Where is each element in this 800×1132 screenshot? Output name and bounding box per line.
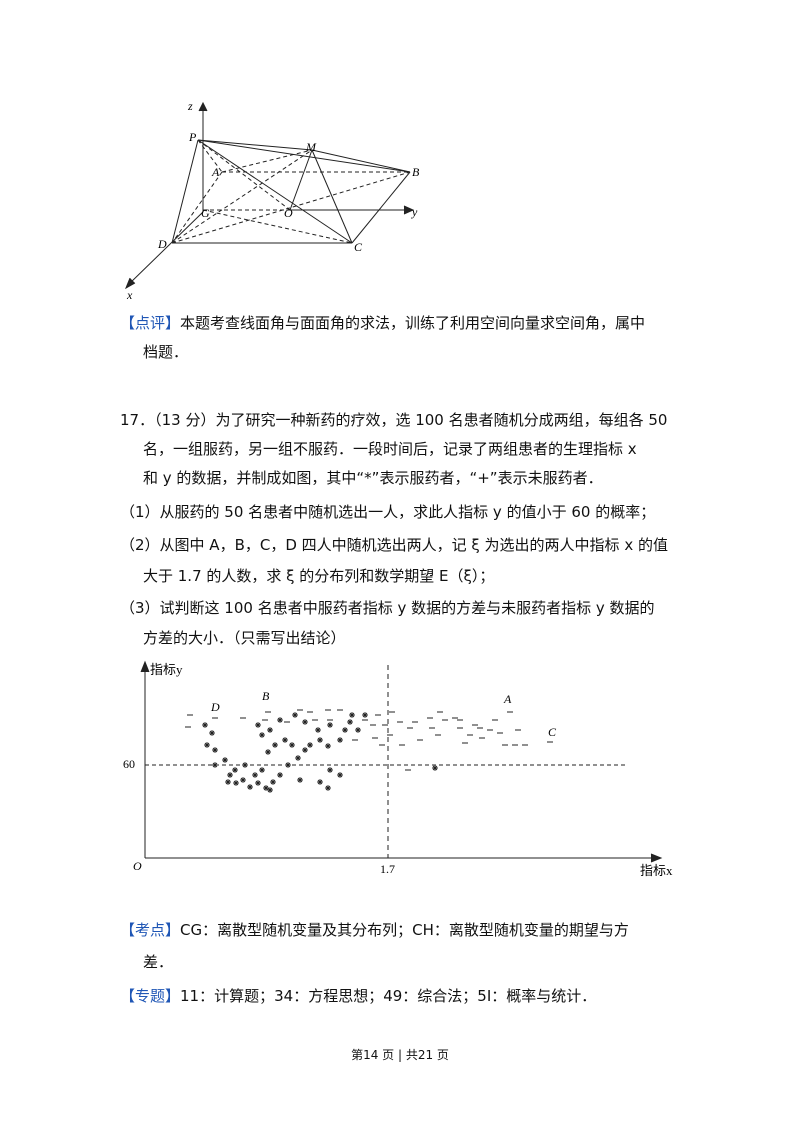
kaodian-line: 【考点】CG：离散型随机变量及其分布列；CH：离散型随机变量的期望与方 bbox=[120, 920, 629, 940]
tag: 【专题】 bbox=[120, 987, 181, 1005]
point-label: A bbox=[503, 692, 512, 706]
problem-line: 和 y 的数据，并制成如图，其中“*”表示服药者，“+”表示未服药者． bbox=[143, 469, 603, 487]
point-label: O bbox=[284, 206, 293, 220]
axis-label: 指标x bbox=[640, 863, 673, 878]
tick-label: 60 bbox=[123, 757, 135, 771]
axis-label: z bbox=[187, 99, 193, 113]
tick-label: 1.7 bbox=[380, 862, 395, 876]
text: CG：离散型随机变量及其分布列；CH：离散型随机变量的期望与方 bbox=[180, 921, 629, 939]
untreated-markers bbox=[185, 709, 553, 771]
tag: 【点评】 bbox=[120, 314, 181, 332]
text: 本题考查线面角与面面角的求法，训练了利用空间向量求空间角，属中 bbox=[180, 314, 646, 332]
point-label: A bbox=[211, 165, 220, 179]
tag: 【考点】 bbox=[120, 921, 181, 939]
point-label: C bbox=[354, 240, 363, 254]
problem-line: （1）从服药的 50 名患者中随机选出一人，求此人指标 y 的值小于 60 的概… bbox=[120, 503, 656, 521]
origin-label: O bbox=[133, 859, 142, 873]
axis-label: x bbox=[126, 288, 133, 302]
problem-line: （3）试判断这 100 名患者中服药者指标 y 数据的方差与未服药者指标 y 数… bbox=[120, 599, 655, 617]
point-label: D bbox=[157, 237, 167, 251]
footer: 第14 页 | 共21 页 bbox=[351, 1048, 449, 1062]
point-label: C bbox=[548, 725, 557, 739]
zhuanti-line: 【专题】11：计算题；34：方程思想；49：综合法；5I：概率与统计． bbox=[120, 986, 596, 1006]
kaodian-line: 差． bbox=[143, 953, 174, 971]
figure-scatter bbox=[140, 660, 663, 863]
axis-label: 指标y bbox=[150, 662, 183, 677]
treated-markers bbox=[202, 712, 438, 793]
point-label: M bbox=[305, 140, 317, 154]
problem-line: 大于 1.7 的人数，求 ξ 的分布列和数学期望 E（ξ）； bbox=[143, 567, 495, 585]
problem-line: （2）从图中 A，B，C，D 四人中随机选出两人，记 ξ 为选出的两人中指标 x… bbox=[120, 536, 668, 554]
problem-line: 17．（13 分）为了研究一种新药的疗效，选 100 名患者随机分成两组，每组各… bbox=[120, 411, 668, 429]
comment-line: 【点评】本题考查线面角与面面角的求法，训练了利用空间向量求空间角，属中 bbox=[120, 313, 645, 333]
point-label: D bbox=[210, 700, 220, 714]
problem-line: 名，一组服药，另一组不服药．一段时间后，记录了两组患者的生理指标 x bbox=[143, 440, 637, 458]
figure-3d bbox=[125, 101, 415, 290]
point-label: G bbox=[201, 206, 210, 220]
point-label: B bbox=[262, 689, 270, 703]
point-label: P bbox=[188, 130, 197, 144]
text: 11：计算题；34：方程思想；49：综合法；5I：概率与统计． bbox=[180, 987, 597, 1005]
point-label: B bbox=[412, 165, 420, 179]
axis-label: y bbox=[411, 205, 418, 219]
comment-line: 档题． bbox=[143, 343, 189, 361]
problem-line: 方差的大小．（只需写出结论） bbox=[143, 629, 346, 647]
